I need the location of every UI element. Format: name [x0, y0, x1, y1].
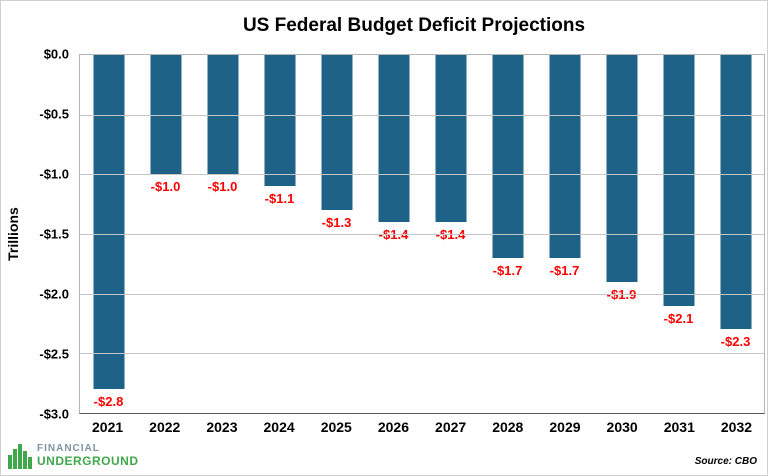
- x-tick-label: 2026: [377, 419, 410, 435]
- bar-value-label: -$1.7: [492, 262, 523, 278]
- y-tick-label: -$2.5: [39, 346, 69, 362]
- chart-title: US Federal Budget Deficit Projections: [242, 15, 586, 36]
- deficit-bar-2021: [93, 55, 124, 390]
- gridline: [80, 114, 764, 116]
- bar-value-label: -$2.8: [93, 394, 124, 410]
- y-tick-label: -$2.0: [39, 286, 69, 302]
- x-tick-label: 2030: [606, 419, 638, 435]
- bar-value-label: -$1.0: [207, 179, 238, 195]
- bar-slot: -$2.1: [650, 55, 707, 413]
- x-tick-label: 2021: [92, 419, 124, 435]
- source-note: Source: CBO: [694, 456, 757, 467]
- bar-value-label: -$1.1: [264, 191, 295, 207]
- y-tick-label: -$3.0: [39, 406, 69, 422]
- deficit-bar-2024: [264, 55, 295, 187]
- y-axis: $0.0 -$0.5 -$1.0 -$1.5 -$2.0 -$2.5 -$3.0: [1, 47, 75, 422]
- x-tick-label: 2031: [663, 419, 695, 435]
- x-tick-label: 2027: [435, 419, 467, 435]
- deficit-bar-2026: [378, 55, 409, 223]
- gridline: [80, 353, 764, 355]
- y-tick-label: $0.0: [43, 46, 69, 62]
- x-tick-label: 2032: [720, 419, 753, 435]
- bar-value-label: -$2.3: [720, 334, 751, 350]
- x-tick-label: 2025: [320, 419, 352, 435]
- bar-slot: -$2.8: [80, 55, 137, 413]
- deficit-bar-2032: [720, 55, 751, 330]
- bar-value-label: -$1.3: [321, 215, 352, 231]
- y-tick-label: -$0.5: [39, 106, 69, 122]
- x-tick-label: 2029: [549, 419, 581, 435]
- logo-line1: FINANCIAL: [37, 443, 100, 455]
- logo-text: FINANCIAL UNDERGROUND: [37, 444, 139, 467]
- footer-logo: FINANCIAL UNDERGROUND: [7, 443, 139, 469]
- bar-value-label: -$2.1: [663, 310, 694, 326]
- deficit-bar-2031: [663, 55, 694, 306]
- plot-area: -$2.8 -$1.0 -$1.0 -$1.1 -$1.3 -$1.4 -$1.4 -$1.7…: [79, 54, 765, 414]
- bar-value-label: -$1.0: [150, 179, 181, 195]
- deficit-bar-2025: [321, 55, 352, 211]
- gridline: [80, 293, 764, 295]
- x-tick-label: 2022: [149, 419, 181, 435]
- x-axis: 2021 2022 2023 2024 2025 2026 2027 2028 2029 2030…: [79, 419, 765, 435]
- x-tick-label: 2024: [263, 419, 295, 435]
- logo-line2: UNDERGROUND: [37, 453, 139, 468]
- y-tick-label: -$1.0: [39, 166, 69, 182]
- bar-slot: -$1.7: [479, 55, 536, 413]
- skyline-logo-icon: [8, 444, 32, 469]
- gridline: [80, 174, 764, 176]
- bar-slot: -$1.3: [308, 55, 365, 413]
- bar-slot: -$1.1: [251, 55, 308, 413]
- gridline: [80, 234, 764, 235]
- bar-value-label: -$1.7: [549, 262, 580, 278]
- deficit-bar-2028: [492, 55, 523, 258]
- bar-slot: -$1.7: [536, 55, 593, 413]
- bar-slot: -$2.3: [707, 55, 764, 413]
- deficit-bar-2029: [549, 55, 580, 258]
- deficit-bar-2030: [606, 55, 637, 282]
- x-tick-label: 2023: [206, 419, 238, 435]
- y-tick-label: -$1.5: [39, 226, 69, 242]
- deficit-bar-2027: [435, 55, 466, 223]
- bar-slot: -$1.4: [422, 55, 479, 413]
- x-tick-label: 2028: [492, 419, 524, 435]
